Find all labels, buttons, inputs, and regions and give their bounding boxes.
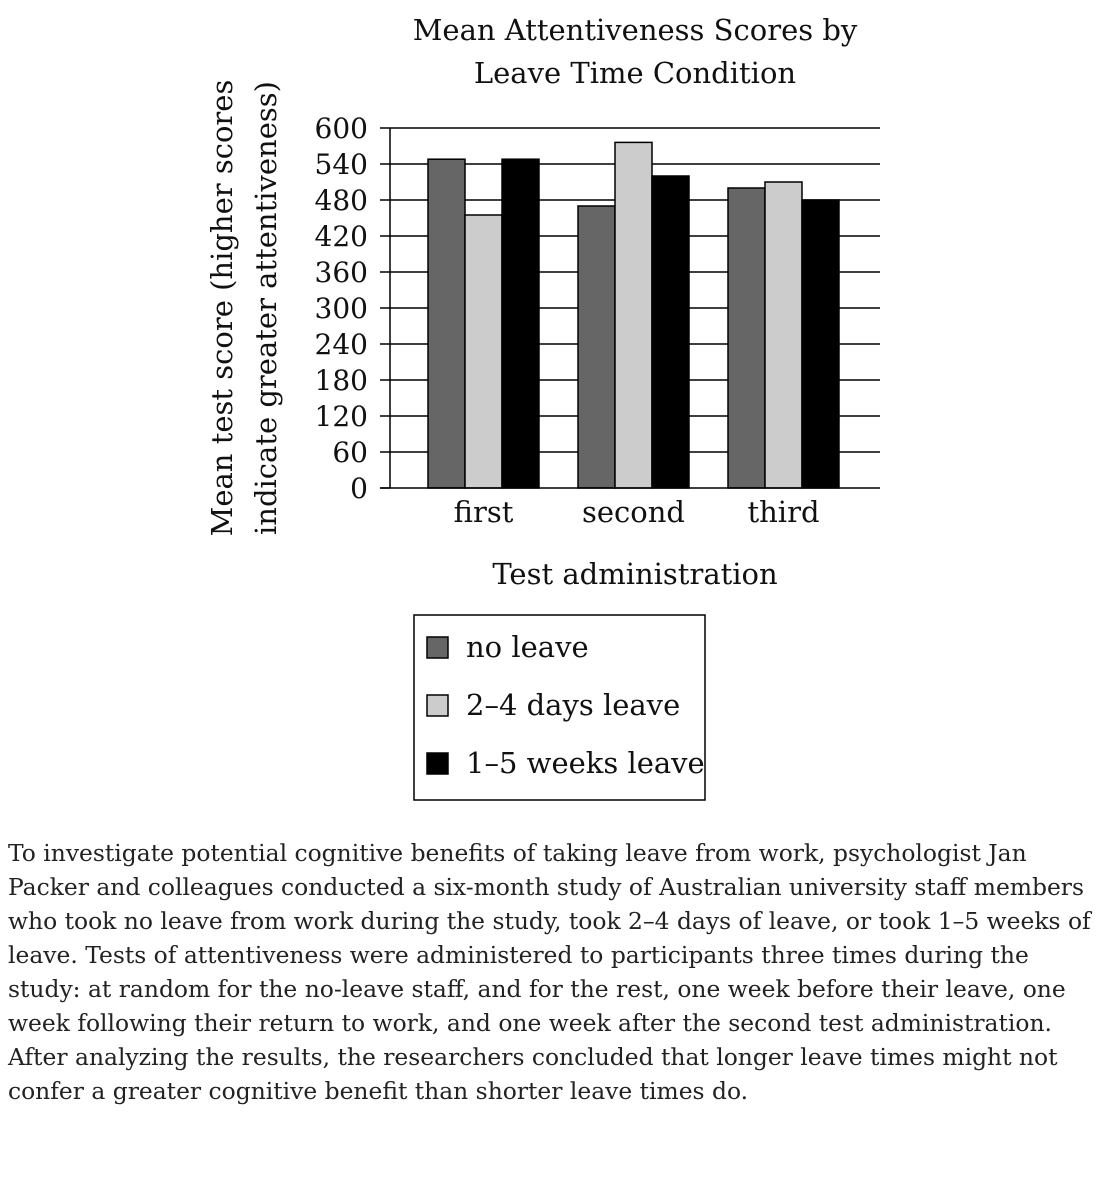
x-axis-label: Test administration <box>492 557 777 591</box>
bars <box>427 141 840 489</box>
bar-chart: Mean Attentiveness Scores by Leave Time … <box>205 13 880 801</box>
legend: no leave 2–4 days leave 1–5 weeks leave <box>413 614 706 801</box>
legend-swatch-1 <box>426 636 449 659</box>
y-tick-label: 120 <box>315 400 368 433</box>
passage-text: To investigate potential cognitive benef… <box>8 839 1091 1105</box>
x-tick-label-second: second <box>582 495 685 529</box>
bar-third-series-3 <box>801 199 840 489</box>
legend-items: no leave 2–4 days leave 1–5 weeks leave <box>426 630 705 780</box>
y-tick-label: 480 <box>315 184 368 217</box>
bar-third-series-2 <box>764 181 803 489</box>
y-axis-label-line-2: indicate greater attentiveness) <box>249 81 283 535</box>
legend-swatch-3 <box>426 752 449 775</box>
legend-box <box>413 614 706 801</box>
bar-first-series-1 <box>427 158 466 489</box>
y-tick-label: 360 <box>315 256 368 289</box>
legend-label-3: 1–5 weeks leave <box>466 746 705 780</box>
y-tick-label: 180 <box>315 364 368 397</box>
legend-swatch-2 <box>426 694 449 717</box>
bar-third-series-1 <box>727 187 766 489</box>
bar-first-series-3 <box>501 158 540 489</box>
bar-first-series-2 <box>464 214 503 489</box>
x-ticks: first second third <box>454 495 820 529</box>
x-tick-label-first: first <box>454 495 514 529</box>
y-axis-label-line-1: Mean test score (higher scores <box>205 80 239 537</box>
y-tick-label: 240 <box>315 328 368 361</box>
x-tick-label-third: third <box>747 495 819 529</box>
bar-second-series-3 <box>651 175 690 489</box>
y-tick-label: 60 <box>332 436 368 469</box>
chart-title-line-1: Mean Attentiveness Scores by <box>413 13 858 47</box>
y-tick-label: 300 <box>315 292 368 325</box>
legend-label-1: no leave <box>466 630 589 664</box>
y-tick-label: 540 <box>315 148 368 181</box>
y-tick-label: 0 <box>350 472 368 505</box>
chart-title-line-2: Leave Time Condition <box>474 56 796 90</box>
y-tick-label: 420 <box>315 220 368 253</box>
legend-label-2: 2–4 days leave <box>466 688 680 722</box>
y-tick-label: 600 <box>315 112 368 145</box>
bar-second-series-1 <box>577 205 616 489</box>
bar-second-series-2 <box>614 141 653 489</box>
